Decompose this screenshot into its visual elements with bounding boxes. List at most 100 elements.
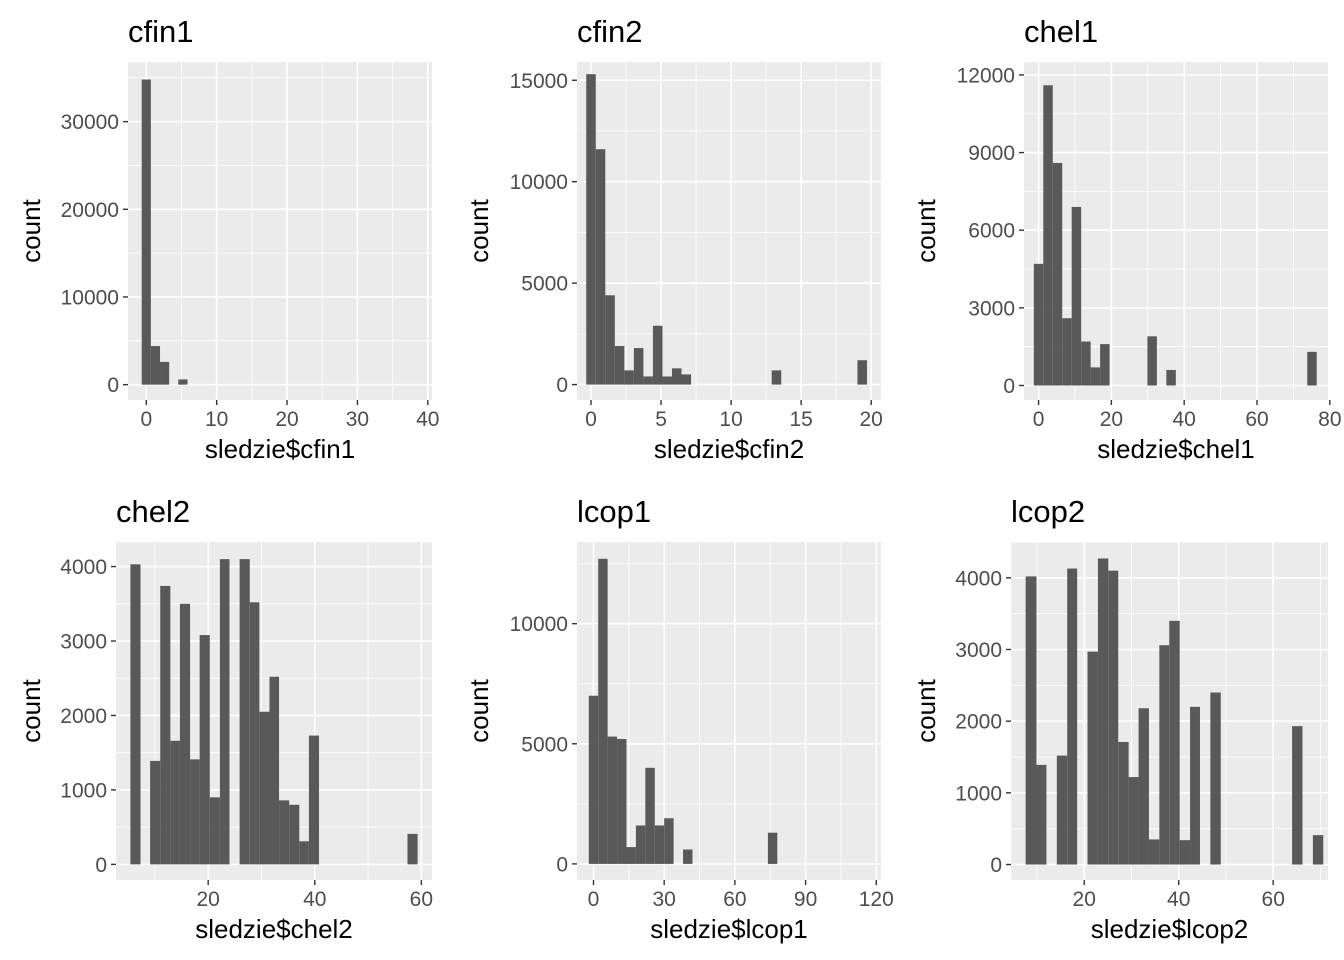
y-tick-label: 0 — [1003, 375, 1015, 398]
histogram-bar — [239, 559, 250, 865]
x-tick-label: 20 — [275, 408, 298, 431]
x-tick-label: 0 — [585, 408, 597, 431]
histogram-bar — [643, 376, 653, 385]
x-axis-title: sledzie$chel1 — [1097, 434, 1255, 464]
y-axis-title: count — [911, 198, 941, 262]
histogram-bar — [308, 735, 320, 865]
panel-cfin2: 0 5000 10000 15000 0 5 10 15 20 cfin2 sledzie$cfin… — [464, 14, 883, 464]
x-tick-label: 30 — [653, 888, 676, 911]
y-tick-label: 15000 — [510, 70, 568, 93]
x-tick-label: 0 — [588, 888, 600, 911]
panel-cfin1: 0 10000 20000 30000 0 10 20 30 40 cfin1 sledzie$cf… — [16, 14, 439, 464]
x-tick-label: 0 — [1033, 408, 1045, 431]
histogram-bar — [654, 825, 665, 864]
histogram-bar — [1036, 764, 1047, 865]
histogram-bar — [645, 767, 655, 864]
histogram-bar — [767, 832, 778, 864]
histogram-bar — [1108, 570, 1119, 865]
y-axis-title: count — [464, 678, 494, 742]
histogram-bar — [1148, 839, 1160, 865]
y-tick-label: 10000 — [510, 613, 568, 636]
y-tick-label: 0 — [107, 374, 119, 397]
x-tick-label: 60 — [410, 888, 433, 911]
y-tick-label: 3000 — [60, 631, 107, 654]
histogram-bar — [407, 833, 418, 865]
x-tick-label: 60 — [723, 888, 746, 911]
y-axis-title: count — [16, 678, 46, 742]
panel-chel2: 0 1000 2000 3000 4000 20 40 60 chel2 sledzie$chel… — [16, 494, 433, 944]
x-tick-label: 20 — [197, 888, 220, 911]
x-tick-label: 40 — [1167, 888, 1190, 911]
x-tick-label: 60 — [1245, 408, 1268, 431]
histogram-bar — [209, 797, 220, 865]
y-tick-label: 3000 — [968, 297, 1015, 320]
histogram-bar — [598, 558, 608, 864]
x-tick-label: 10 — [205, 408, 228, 431]
histogram-bar — [249, 602, 260, 865]
histogram-bar — [1097, 558, 1109, 865]
histogram-bar — [1100, 344, 1110, 386]
histogram-bar — [1312, 835, 1324, 865]
x-tick-label: 10 — [719, 408, 742, 431]
histogram-bar — [199, 635, 210, 865]
histogram-bar — [1307, 351, 1317, 386]
histogram-bar — [617, 738, 627, 864]
x-tick-label: 20 — [1073, 888, 1096, 911]
histogram-bar — [652, 325, 663, 385]
histogram-bar — [170, 740, 180, 865]
histogram-bar — [190, 759, 200, 865]
x-tick-label: 80 — [1318, 408, 1341, 431]
histogram-bar — [681, 374, 692, 385]
histogram-bar — [141, 79, 151, 385]
plot-background — [577, 542, 881, 880]
x-tick-label: 40 — [1173, 408, 1196, 431]
histogram-bar — [1090, 367, 1101, 386]
histogram-bar — [150, 346, 161, 385]
y-tick-label: 20000 — [61, 199, 119, 222]
histogram-bar — [160, 585, 171, 865]
y-axis-title: count — [16, 198, 46, 262]
histogram-bar — [1052, 162, 1063, 386]
x-tick-label: 30 — [346, 408, 369, 431]
x-tick-label: 40 — [416, 408, 439, 431]
histogram-bar — [1179, 840, 1191, 865]
histogram-bar — [671, 368, 682, 385]
histogram-bar — [179, 603, 191, 865]
histogram-bar — [633, 348, 644, 385]
plot-background — [128, 62, 432, 400]
x-axis-title: sledzie$cfin1 — [205, 434, 355, 464]
y-tick-label: 1000 — [955, 782, 1002, 805]
panel-title: lcop1 — [577, 494, 651, 529]
histogram-bar — [269, 676, 280, 865]
histogram-bar — [586, 74, 596, 385]
histogram-bar — [1159, 645, 1170, 865]
histogram-bar — [1169, 620, 1180, 865]
x-tick-label: 0 — [140, 408, 152, 431]
panel-lcop1: 0 5000 10000 0 30 60 90 120 lcop1 sledzie$lcop1 co… — [464, 494, 894, 944]
x-tick-label: 20 — [1100, 408, 1123, 431]
histogram-bar — [1087, 651, 1098, 865]
histogram-bar — [150, 760, 161, 865]
histogram-bar — [1138, 708, 1149, 865]
panel-title: chel1 — [1024, 14, 1098, 49]
y-tick-label: 4000 — [60, 556, 107, 579]
x-axis-title: sledzie$lcop2 — [1091, 914, 1249, 944]
histogram-bar — [626, 847, 636, 864]
histogram-bar — [1210, 692, 1221, 865]
histogram-bar — [607, 736, 618, 864]
panel-title: cfin2 — [577, 14, 642, 49]
plot-background — [577, 62, 881, 400]
histogram-bar — [614, 346, 625, 385]
x-axis-title: sledzie$chel2 — [195, 914, 353, 944]
histogram-bar — [1033, 263, 1044, 386]
y-tick-label: 10000 — [61, 286, 119, 309]
histogram-bar — [279, 800, 290, 865]
histogram-bar — [1147, 336, 1157, 386]
x-tick-label: 60 — [1262, 888, 1285, 911]
y-tick-label: 6000 — [968, 220, 1015, 243]
histogram-bar — [289, 804, 300, 865]
histogram-bar — [1043, 85, 1053, 386]
x-axis-title: sledzie$lcop1 — [650, 914, 808, 944]
x-tick-label: 15 — [789, 408, 812, 431]
